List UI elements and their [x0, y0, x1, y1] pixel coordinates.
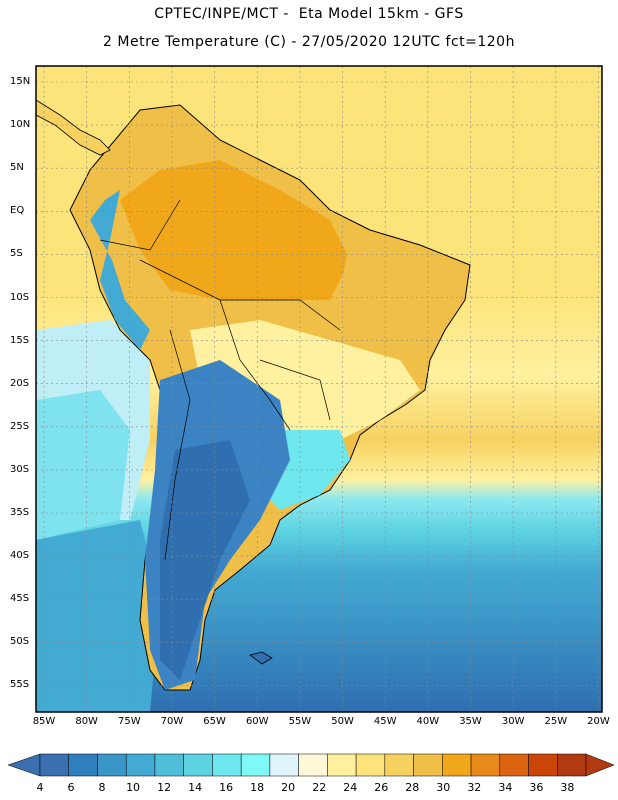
lon-label: 30W — [501, 716, 525, 727]
lat-label: 10S — [10, 291, 30, 303]
lat-label: 35S — [10, 507, 30, 518]
lon-label: 75W — [117, 716, 141, 727]
colorbar-label: 4 — [36, 781, 44, 794]
central-america-land — [36, 99, 111, 156]
colorbar-right-arrow — [585, 753, 615, 777]
colorbar-swatch — [125, 753, 156, 777]
patagonia-cold-zone — [160, 440, 250, 680]
colorbar-swatch — [154, 753, 184, 777]
colorbar-label: 28 — [405, 781, 420, 794]
colorbar-swatch — [557, 753, 587, 777]
colorbar-label: 24 — [343, 781, 358, 794]
colorbar-label: 12 — [157, 781, 172, 794]
colorbar-swatch — [528, 753, 558, 777]
colorbar-swatch — [499, 753, 529, 777]
colorbar-label: 18 — [250, 781, 265, 794]
lat-label: 45S — [10, 593, 30, 605]
colorbar-label: 22 — [312, 781, 327, 794]
amazon-hot-zone — [120, 160, 350, 300]
lat-label: 20S — [10, 377, 30, 389]
colorbar-label: 36 — [529, 781, 544, 794]
lon-label: 25W — [544, 716, 568, 727]
colorbar-label: 30 — [436, 781, 451, 794]
lat-label: 10N — [10, 119, 31, 131]
lat-label: 5N — [10, 162, 24, 174]
colorbar-swatch — [384, 753, 414, 777]
map-frame — [35, 65, 603, 713]
colorbar-swatch — [39, 753, 69, 777]
colorbar-swatch — [327, 753, 357, 777]
lat-label: 55S — [10, 679, 30, 691]
lat-label: EQ — [10, 205, 25, 217]
northeast-warm-zone — [340, 240, 460, 350]
colorbar-label: 38 — [560, 781, 575, 794]
colorbar-swatch — [212, 753, 242, 777]
colorbar-label: 16 — [219, 781, 234, 794]
colorbar-swatch — [183, 753, 213, 777]
lat-label: 15S — [10, 334, 30, 346]
colorbar-swatch — [355, 753, 386, 777]
lon-label: 40W — [416, 716, 440, 727]
lat-label: 15N — [10, 76, 31, 87]
pacific-cold-zone — [36, 390, 130, 540]
country-borders — [99, 199, 341, 561]
lat-label: 30S — [10, 463, 30, 475]
lon-label: 65W — [203, 716, 226, 727]
lon-label: 85W — [32, 716, 56, 727]
grid-lines — [36, 66, 602, 712]
colorbar-label: 34 — [498, 781, 513, 794]
colorbar-label: 20 — [281, 781, 296, 794]
colorbar-swatch — [68, 753, 98, 777]
colorbar-left-arrow — [7, 753, 41, 777]
lon-label: 80W — [75, 716, 98, 727]
lon-label: 70W — [160, 716, 184, 727]
lat-label: 5S — [10, 248, 23, 260]
colorbar-swatch — [413, 753, 443, 777]
colorbar-swatch — [442, 753, 472, 777]
lon-label: 35W — [459, 716, 482, 727]
title-line-1: CPTEC/INPE/MCT - Eta Model 15km - GFS — [154, 6, 464, 22]
colorbar-label: 26 — [374, 781, 389, 794]
colorbar-label: 10 — [126, 781, 141, 794]
lat-label: 25S — [10, 420, 30, 432]
colorbar-swatch — [269, 753, 299, 777]
colorbar-label: 6 — [67, 781, 75, 794]
colorbar-label: 8 — [98, 781, 106, 794]
title-line-2: 2 Metre Temperature (C) - 27/05/2020 12U… — [103, 34, 515, 50]
colorbar-swatch — [97, 753, 127, 777]
lon-label: 20W — [587, 716, 610, 727]
colorbar — [7, 753, 615, 777]
colorbar-label: 14 — [188, 781, 203, 794]
andes-cold-strip — [90, 190, 150, 350]
lon-label: 60W — [245, 716, 269, 727]
lon-label: 55W — [288, 716, 312, 727]
falkland-islands — [249, 651, 273, 665]
lon-label: 45W — [373, 716, 397, 727]
colorbar-swatch — [470, 753, 501, 777]
colorbar-swatch — [298, 753, 328, 777]
lon-label: 50W — [331, 716, 354, 727]
colorbar-label: 32 — [467, 781, 482, 794]
lat-label: 40S — [10, 550, 30, 562]
lat-label: 50S — [10, 636, 30, 648]
colorbar-swatch — [240, 753, 271, 777]
